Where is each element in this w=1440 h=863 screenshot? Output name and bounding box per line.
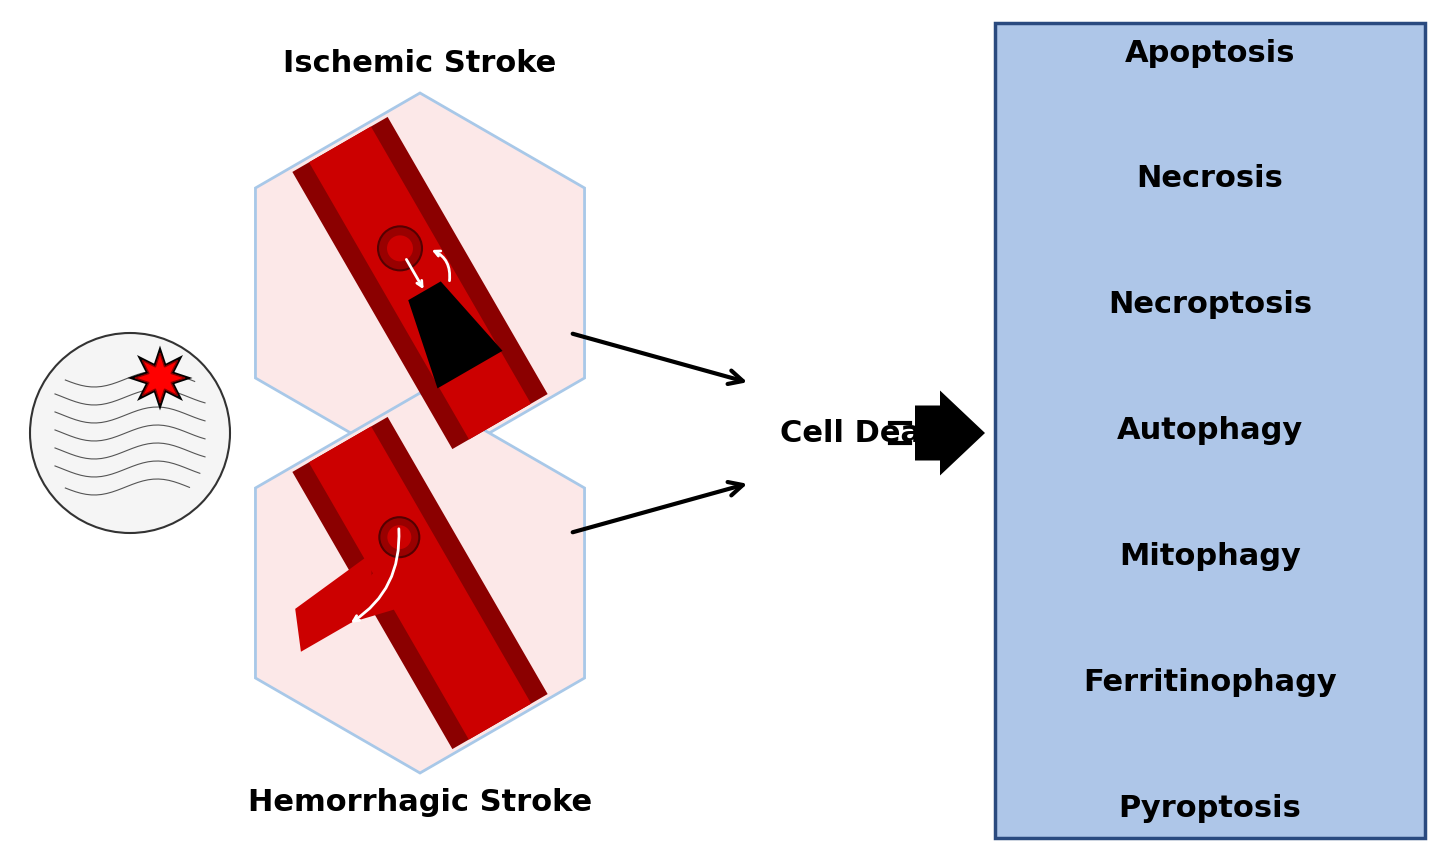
Polygon shape [128,345,193,411]
Text: Apoptosis: Apoptosis [1125,39,1295,67]
Polygon shape [310,127,531,439]
Text: Ferritinophagy: Ferritinophagy [1083,668,1336,696]
Polygon shape [914,390,985,476]
Text: Ischemic Stroke: Ischemic Stroke [284,49,557,78]
Text: Mitophagy: Mitophagy [1119,542,1300,570]
Circle shape [30,333,230,533]
FancyBboxPatch shape [995,23,1426,838]
Text: Necrosis: Necrosis [1136,164,1283,193]
Polygon shape [295,553,373,652]
Circle shape [387,526,412,549]
Text: Pyroptosis: Pyroptosis [1119,793,1302,822]
Polygon shape [255,393,585,773]
Polygon shape [292,417,547,749]
Polygon shape [255,93,585,473]
Circle shape [379,517,419,557]
Polygon shape [292,117,547,449]
Polygon shape [409,281,503,388]
Text: Hemorrhagic Stroke: Hemorrhagic Stroke [248,788,592,817]
Circle shape [387,236,413,261]
Text: Necroptosis: Necroptosis [1107,290,1312,319]
Text: Autophagy: Autophagy [1117,416,1303,445]
Polygon shape [135,353,184,403]
Circle shape [377,226,422,270]
Polygon shape [308,426,531,740]
Text: Cell Death: Cell Death [780,419,958,448]
